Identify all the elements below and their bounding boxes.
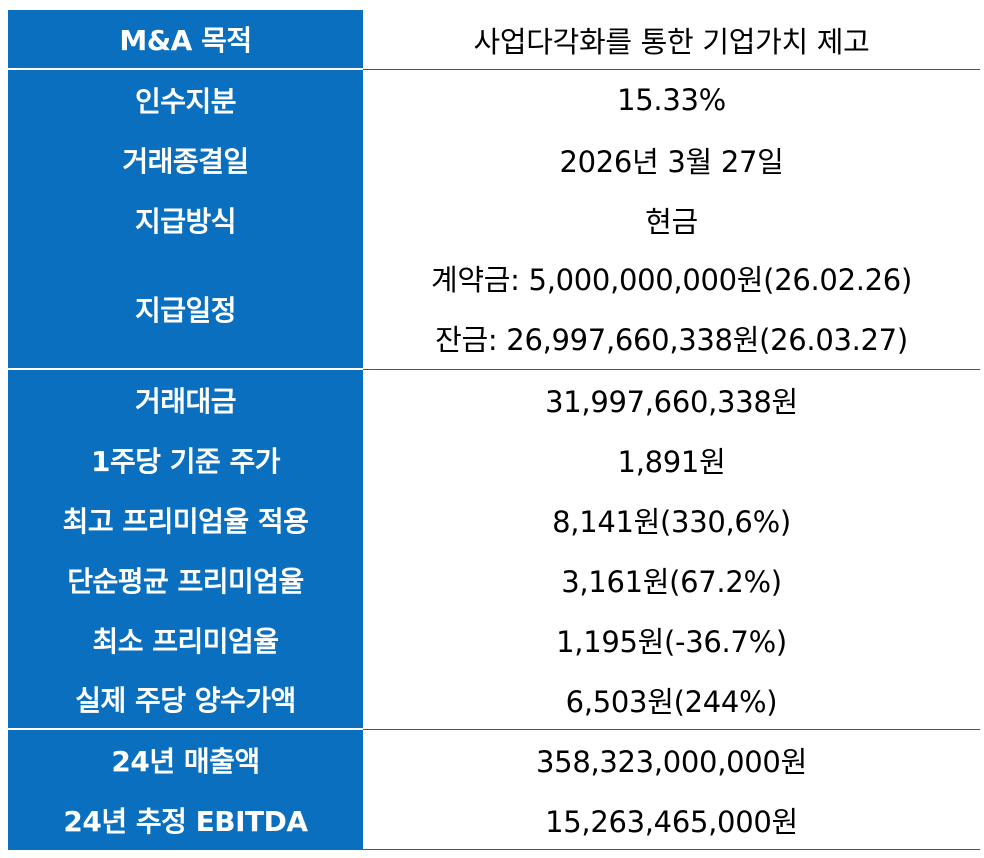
row-value-text: 3,161원(67.2%): [561, 565, 782, 599]
row-value: 계약금: 5,000,000,000원(26.02.26) 잔금: 26,997…: [363, 250, 980, 370]
row-value-text: 사업다각화를 통한 기업가치 제고: [473, 24, 870, 59]
row-value: 현금: [363, 190, 980, 250]
row-label: 최소 프리미엄율: [8, 610, 363, 670]
row-label: 최고 프리미엄율 적용: [8, 490, 363, 550]
table-row-min-premium: 최소 프리미엄율 1,195원(-36.7%): [8, 610, 980, 670]
row-value: 사업다각화를 통한 기업가치 제고: [363, 10, 980, 70]
row-value: 15.33%: [363, 70, 980, 130]
table-row-closing-date: 거래종결일 2026년 3월 27일: [8, 130, 980, 190]
row-value-text: 1,891원: [617, 445, 726, 479]
table-row-revenue: 24년 매출액 358,323,000,000원: [8, 730, 980, 790]
table-row-deal-amount: 거래대금 31,997,660,338원: [8, 370, 980, 430]
table-row-max-premium: 최고 프리미엄율 적용 8,141원(330,6%): [8, 490, 980, 550]
row-label: 단순평균 프리미엄율: [8, 550, 363, 610]
table-row-actual-price: 실제 주당 양수가액 6,503원(244%): [8, 670, 980, 730]
row-label: 1주당 기준 주가: [8, 430, 363, 490]
table-row-base-price: 1주당 기준 주가 1,891원: [8, 430, 980, 490]
row-label: 인수지분: [8, 70, 363, 130]
row-value: 15,263,465,000원: [363, 790, 980, 850]
row-label: M&A 목적: [8, 10, 363, 70]
table-row-payment-schedule: 지급일정 계약금: 5,000,000,000원(26.02.26) 잔금: 2…: [8, 250, 980, 370]
row-value-text: 8,141원(330,6%): [552, 505, 791, 539]
table-row-purpose: M&A 목적 사업다각화를 통한 기업가치 제고: [8, 10, 980, 70]
row-value-text: 6,503원(244%): [565, 684, 778, 719]
row-label: 24년 매출액: [8, 730, 363, 790]
row-value-text: 1,195원(-36.7%): [556, 625, 787, 659]
table-row-ebitda: 24년 추정 EBITDA 15,263,465,000원: [8, 790, 980, 850]
row-label: 거래대금: [8, 370, 363, 430]
row-value: 1,891원: [363, 430, 980, 490]
row-value: 6,503원(244%): [363, 670, 980, 730]
row-value-text: 계약금: 5,000,000,000원(26.02.26): [431, 262, 912, 297]
table-row-payment-method: 지급방식 현금: [8, 190, 980, 250]
row-label: 실제 주당 양수가액: [8, 670, 363, 730]
row-value: 31,997,660,338원: [363, 370, 980, 430]
row-value: 8,141원(330,6%): [363, 490, 980, 550]
table-row-stake: 인수지분 15.33%: [8, 70, 980, 130]
row-value-text: 2026년 3월 27일: [559, 145, 784, 179]
row-label: 거래종결일: [8, 130, 363, 190]
row-value-text: 15,263,465,000원: [545, 804, 798, 839]
row-label: 지급일정: [8, 250, 363, 370]
row-value: 3,161원(67.2%): [363, 550, 980, 610]
row-value-text: 358,323,000,000원: [536, 745, 807, 779]
row-value: 2026년 3월 27일: [363, 130, 980, 190]
row-value-text: 31,997,660,338원: [545, 385, 798, 419]
ma-summary-table: M&A 목적 사업다각화를 통한 기업가치 제고 인수지분 15.33% 거래종…: [8, 10, 980, 850]
row-value-text: 현금: [645, 205, 698, 239]
row-value: 358,323,000,000원: [363, 730, 980, 790]
row-value: 1,195원(-36.7%): [363, 610, 980, 670]
row-value-text: 잔금: 26,997,660,338원(26.03.27): [435, 322, 908, 357]
row-value-text: 15.33%: [617, 83, 726, 117]
table-row-avg-premium: 단순평균 프리미엄율 3,161원(67.2%): [8, 550, 980, 610]
row-label: 지급방식: [8, 190, 363, 250]
row-label: 24년 추정 EBITDA: [8, 790, 363, 850]
